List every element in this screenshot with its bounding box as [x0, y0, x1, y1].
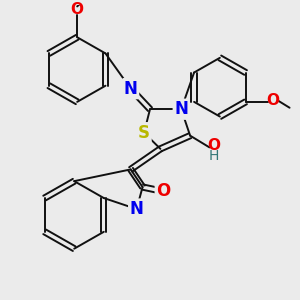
Text: O: O	[207, 138, 220, 153]
Text: H: H	[209, 149, 219, 163]
Text: N: N	[174, 100, 188, 118]
Text: O: O	[71, 2, 84, 17]
Text: N: N	[130, 200, 144, 218]
Text: O: O	[267, 93, 280, 108]
Text: S: S	[138, 124, 150, 142]
Text: O: O	[156, 182, 170, 200]
Text: N: N	[124, 80, 138, 98]
